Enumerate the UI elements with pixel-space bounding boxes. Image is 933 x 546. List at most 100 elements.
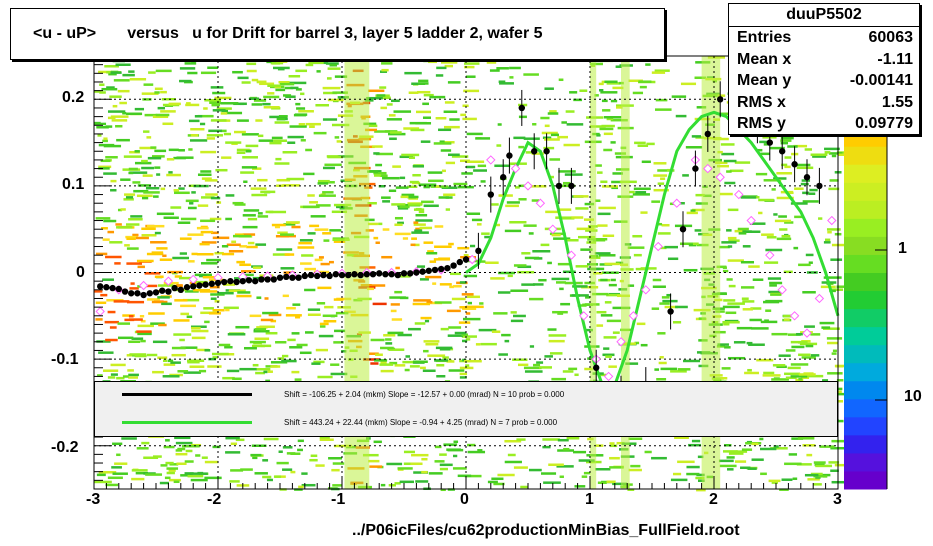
heatmap-cell [592,59,603,62]
heatmap-cell [323,91,338,95]
heatmap-cell [262,475,272,479]
heatmap-cell [317,375,333,379]
heatmap-cell [313,270,330,274]
heatmap-cell [364,218,375,222]
heatmap-cell [504,229,522,233]
heatmap-cell [162,359,168,363]
heatmap-cell [204,179,218,182]
heatmap-cell [421,470,428,474]
stats-value: 1.55 [881,93,913,111]
heatmap-cell [763,143,770,146]
heatmap-cell [504,439,522,443]
heatmap-cell [798,377,803,381]
heatmap-cell [412,360,428,364]
heatmap-cell [175,452,188,456]
heatmap-cell [654,108,672,111]
heatmap-cell [143,83,154,86]
heatmap-cell [779,228,788,231]
heatmap-cell [583,218,594,221]
heatmap-cell [257,178,268,182]
heatmap-cell [521,283,535,286]
heatmap-cell [718,459,734,463]
color-scale-cell [844,164,887,183]
heatmap-cell [408,327,421,331]
heatmap-cell [486,61,497,64]
heatmap-cell [727,208,739,212]
heatmap-cell [317,179,330,183]
heatmap-cell [243,346,257,350]
heatmap-cell [822,379,829,382]
heatmap-cell [598,82,604,86]
heatmap-cell [402,360,414,364]
heatmap-cell [98,167,110,170]
heatmap-cell [160,464,168,467]
heatmap-cell [477,449,483,452]
heatmap-cell [180,304,196,308]
heatmap-cell [826,228,841,231]
heatmap-cell [830,288,844,291]
heatmap-cell [127,369,134,372]
open-diamond-marker [548,224,558,234]
heatmap-cell [206,134,223,137]
heatmap-cell [491,203,499,206]
heatmap-cell [236,151,246,154]
heatmap-cell [96,340,111,343]
heatmap-cell [262,459,269,462]
legend-line-green [122,421,252,424]
heatmap-cell [144,272,161,275]
heatmap-cell [410,462,423,466]
heatmap-cell [207,66,219,70]
heatmap-cell [421,200,434,204]
heatmap-cell [465,75,476,78]
heatmap-cell [748,343,765,346]
filled-circle-marker [500,174,507,181]
heatmap-cell [787,145,798,148]
heatmap-cell [134,150,140,153]
heatmap-cell [740,466,751,470]
heatmap-cell [225,217,232,221]
heatmap-cell [602,234,615,238]
heatmap-cell [234,233,244,236]
heatmap-cell [288,75,301,78]
heatmap-cell [660,177,666,180]
heatmap-cell [694,76,707,80]
heatmap-cell [200,219,216,223]
heatmap-cell [725,311,737,315]
open-diamond-marker [510,163,521,174]
heatmap-cell [717,343,729,346]
heatmap-cell [585,296,590,299]
open-diamond-marker [703,163,713,174]
heatmap-cell [457,246,470,250]
heatmap-cell [179,338,185,342]
heatmap-cell [386,103,393,106]
heatmap-cell [132,181,141,184]
heatmap-cell [333,341,344,344]
filled-circle-marker [252,277,259,285]
heatmap-cell [509,220,527,224]
heatmap-cell [200,196,215,199]
heatmap-cell [391,318,403,321]
heatmap-cell [126,237,136,241]
heatmap-cell [597,224,608,227]
heatmap-cell [98,70,112,74]
heatmap-cell [117,208,123,212]
heatmap-cell [548,339,565,343]
heatmap-cell [143,191,160,194]
heatmap-cell [275,234,289,238]
heatmap-cell [152,370,164,374]
heatmap-cell [405,355,411,358]
heatmap-cell [102,238,110,241]
heatmap-cell [210,86,224,89]
heatmap-cell [243,180,248,184]
heatmap-cell [518,198,527,201]
heatmap-cell [236,119,249,122]
heatmap-cell [255,119,263,122]
heatmap-cell [322,232,332,235]
heatmap-cell [222,252,235,256]
filled-circle-marker [140,291,147,299]
heatmap-cell [331,210,348,214]
heatmap-cell [784,165,791,169]
heatmap-cell [563,143,580,147]
heatmap-cell [600,180,608,184]
color-scale-cell [844,326,887,346]
